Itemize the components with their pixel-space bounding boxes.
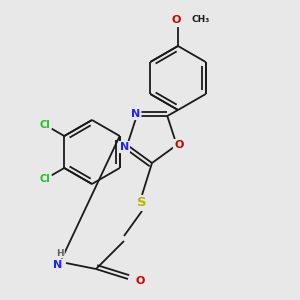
Text: Cl: Cl bbox=[40, 120, 51, 130]
Text: O: O bbox=[171, 15, 181, 25]
Text: N: N bbox=[131, 109, 140, 119]
Text: H: H bbox=[56, 248, 64, 257]
Text: S: S bbox=[137, 196, 147, 209]
Text: O: O bbox=[135, 276, 145, 286]
Text: Cl: Cl bbox=[40, 174, 51, 184]
Text: CH₃: CH₃ bbox=[192, 16, 210, 25]
Text: O: O bbox=[174, 140, 183, 150]
Text: N: N bbox=[120, 142, 129, 152]
Text: N: N bbox=[53, 260, 63, 270]
